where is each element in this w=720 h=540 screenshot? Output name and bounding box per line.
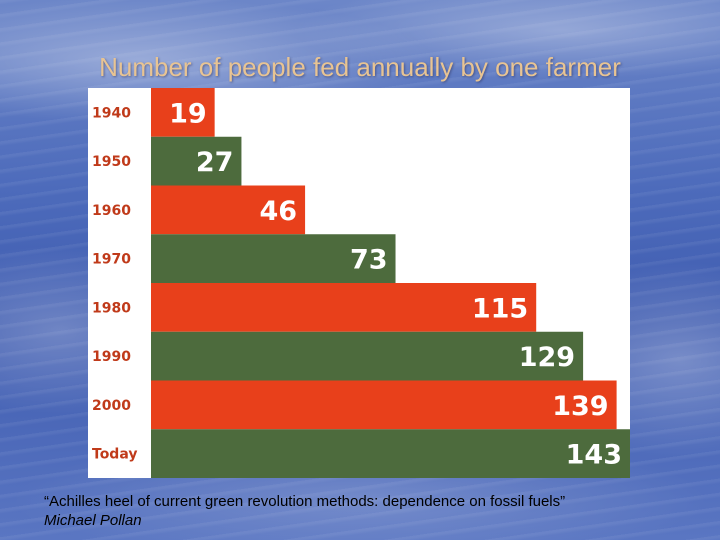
category-label: 1990 <box>92 349 131 365</box>
value-label: 27 <box>196 147 234 178</box>
category-label: 1980 <box>92 300 131 316</box>
bar-1980 <box>151 283 537 332</box>
category-label: Today <box>92 447 137 463</box>
category-label: 1970 <box>92 252 131 268</box>
bar-2000 <box>151 380 617 430</box>
value-label: 129 <box>519 342 575 373</box>
bar-1960 <box>151 185 306 235</box>
quote-block: “Achilles heel of current green revoluti… <box>44 492 704 530</box>
quote-text: “Achilles heel of current green revoluti… <box>44 493 566 510</box>
bar-1990 <box>151 331 584 381</box>
quote-author: Michael Pollan <box>44 512 142 529</box>
bar-1970 <box>151 234 396 283</box>
category-label: 2000 <box>92 398 131 414</box>
bar-1950 <box>151 136 242 186</box>
value-label: 115 <box>472 293 528 324</box>
category-label: 1950 <box>92 154 131 170</box>
chart-svg: 1940 19 1950 27 1960 46 1970 73 1980 115 1990 129 20… <box>92 88 630 478</box>
slide-title: Number of people fed annually by one far… <box>99 52 621 82</box>
value-label: 46 <box>260 196 298 227</box>
bar-1940 <box>151 88 215 137</box>
value-label: 139 <box>552 391 608 422</box>
value-label: 73 <box>350 245 388 276</box>
bar-today <box>151 429 630 478</box>
category-label: 1940 <box>92 105 131 121</box>
value-label: 19 <box>169 98 207 129</box>
value-label: 143 <box>566 440 622 471</box>
bar-chart: 1940 19 1950 27 1960 46 1970 73 1980 115 1990 129 20… <box>88 88 630 478</box>
category-label: 1960 <box>92 203 131 219</box>
